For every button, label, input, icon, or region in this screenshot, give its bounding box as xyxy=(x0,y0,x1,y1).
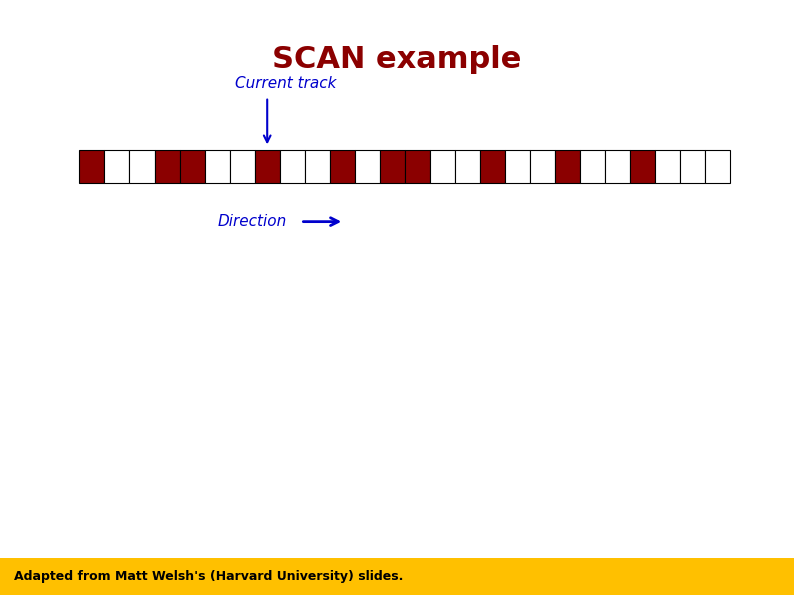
Bar xyxy=(155,150,179,183)
Text: Adapted from Matt Welsh's (Harvard University) slides.: Adapted from Matt Welsh's (Harvard Unive… xyxy=(14,570,403,583)
Bar xyxy=(105,150,129,183)
Bar xyxy=(655,150,680,183)
Bar xyxy=(430,150,455,183)
Bar xyxy=(630,150,655,183)
Text: Current track: Current track xyxy=(236,76,337,91)
Bar xyxy=(580,150,605,183)
Bar xyxy=(605,150,630,183)
Bar xyxy=(555,150,580,183)
Bar xyxy=(129,150,155,183)
Bar xyxy=(680,150,705,183)
Bar xyxy=(380,150,405,183)
Bar xyxy=(480,150,505,183)
Text: SCAN example: SCAN example xyxy=(272,45,522,74)
Bar xyxy=(405,150,430,183)
Bar xyxy=(229,150,255,183)
Bar xyxy=(255,150,279,183)
Bar xyxy=(505,150,530,183)
Bar xyxy=(279,150,305,183)
Bar xyxy=(205,150,229,183)
Bar xyxy=(705,150,730,183)
Bar xyxy=(455,150,480,183)
Bar xyxy=(79,150,105,183)
Bar xyxy=(330,150,355,183)
Bar xyxy=(530,150,555,183)
Text: Direction: Direction xyxy=(217,214,287,229)
Bar xyxy=(305,150,330,183)
Bar xyxy=(355,150,380,183)
Bar xyxy=(179,150,205,183)
